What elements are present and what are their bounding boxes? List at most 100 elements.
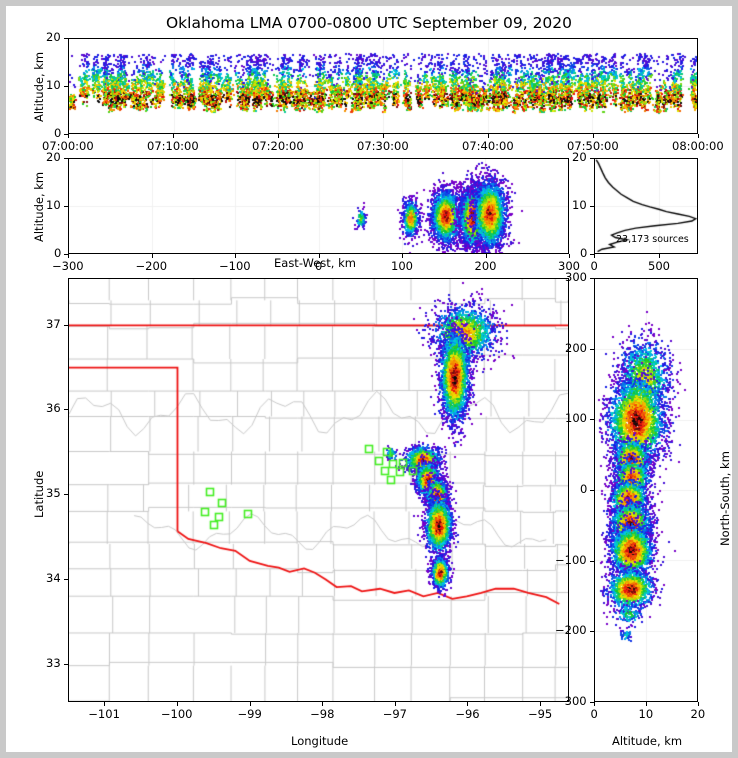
- axis-tick: [590, 158, 594, 159]
- ew-panel-ylabel: Altitude, km: [32, 171, 46, 242]
- axis-tick: [394, 702, 396, 706]
- axis-tick-label: 07:00:00: [42, 139, 94, 153]
- axis-tick-label: 20: [46, 30, 61, 44]
- axis-tick: [318, 254, 320, 258]
- panel-altitude-vs-north-south: [594, 278, 698, 702]
- panel-east-west-vs-altitude: [68, 158, 569, 254]
- axis-tick: [485, 254, 487, 258]
- figure-canvas: Oklahoma LMA 0700-0800 UTC September 09,…: [6, 6, 732, 752]
- axis-tick: [593, 134, 594, 138]
- axis-tick: [698, 702, 699, 706]
- axis-tick: [64, 206, 68, 207]
- axis-tick-label: 0: [54, 246, 62, 260]
- map-ylabel: Latitude: [32, 470, 46, 518]
- axis-tick: [249, 702, 251, 706]
- axis-tick: [151, 254, 153, 258]
- axis-tick: [590, 631, 594, 633]
- time-panel-ylabel: Altitude, km: [32, 51, 46, 122]
- axis-tick-label: 20: [690, 707, 706, 721]
- axis-tick-label: 10: [46, 198, 61, 212]
- axis-tick-label: 300: [558, 259, 580, 273]
- panel-time-vs-altitude: [68, 38, 698, 134]
- axis-tick-label: −100: [219, 259, 251, 273]
- axis-tick-label: 33: [46, 655, 61, 670]
- source-count-annotation: 23,173 sources: [616, 234, 689, 245]
- axis-tick: [590, 206, 594, 207]
- axis-tick: [646, 702, 647, 706]
- axis-tick: [68, 134, 69, 138]
- axis-tick: [594, 254, 595, 258]
- axis-tick-label: 07:40:00: [462, 139, 514, 153]
- axis-tick-label: 07:50:00: [567, 139, 619, 153]
- axis-tick-label: 10: [638, 707, 654, 721]
- axis-tick-label: −200: [555, 623, 587, 638]
- axis-tick: [64, 663, 68, 665]
- axis-tick: [104, 702, 106, 706]
- ew-panel-xlabel: East-West, km: [274, 256, 356, 270]
- axis-tick-label: −101: [88, 707, 120, 721]
- axis-tick-label: −100: [160, 707, 193, 721]
- axis-tick: [176, 702, 178, 706]
- axis-tick: [488, 134, 489, 138]
- axis-tick-label: 200: [565, 340, 587, 355]
- axis-tick: [235, 254, 236, 258]
- axis-tick: [64, 134, 68, 135]
- axis-tick: [278, 134, 279, 138]
- axis-tick-label: 0: [580, 246, 588, 260]
- axis-tick: [594, 702, 595, 706]
- axis-tick: [64, 409, 68, 411]
- axis-tick-label: 300: [565, 270, 587, 284]
- axis-tick: [68, 254, 69, 258]
- axis-tick: [64, 494, 68, 496]
- axis-tick-label: −98: [310, 707, 335, 721]
- axis-tick: [383, 134, 384, 138]
- axis-tick-label: 07:30:00: [357, 139, 409, 153]
- axis-tick-label: −95: [527, 707, 553, 721]
- north-south-altitude-scatter: [595, 279, 697, 701]
- panel-altitude-histogram: [594, 158, 698, 254]
- altitude-histogram-curve: [595, 159, 697, 253]
- map-geography-and-sources: [69, 279, 568, 701]
- axis-tick: [64, 38, 68, 39]
- axis-tick-label: 07:10:00: [147, 139, 199, 153]
- axis-tick: [64, 254, 68, 255]
- axis-tick-label: 20: [572, 150, 587, 164]
- axis-tick: [322, 702, 324, 706]
- axis-tick: [590, 419, 594, 421]
- axis-tick-label: −300: [52, 259, 84, 273]
- figure-title: Oklahoma LMA 0700-0800 UTC September 09,…: [165, 14, 573, 32]
- axis-tick-label: −200: [135, 259, 168, 273]
- axis-tick-label: 37: [46, 316, 61, 331]
- axis-tick-label: 500: [648, 259, 670, 273]
- axis-tick-label: 0: [580, 482, 588, 496]
- axis-tick: [590, 702, 594, 703]
- axis-tick: [64, 579, 68, 581]
- axis-tick: [64, 86, 68, 87]
- axis-tick: [173, 134, 174, 138]
- axis-tick-label: 0: [54, 126, 62, 140]
- axis-tick-label: −97: [382, 707, 408, 721]
- axis-tick-label: 36: [46, 401, 61, 416]
- axis-tick: [590, 278, 594, 279]
- axis-tick: [590, 254, 594, 255]
- axis-tick: [402, 254, 403, 258]
- time-altitude-scatter: [69, 39, 697, 133]
- axis-tick: [590, 490, 594, 491]
- map-xlabel: Longitude: [291, 734, 349, 748]
- axis-tick-label: −100: [555, 552, 587, 567]
- panel-plan-view-map[interactable]: [68, 278, 569, 702]
- axis-tick: [467, 702, 469, 706]
- axis-tick: [590, 348, 594, 350]
- axis-tick: [590, 560, 594, 562]
- axis-tick-label: 10: [572, 198, 587, 212]
- axis-tick: [569, 254, 570, 258]
- axis-tick: [698, 134, 699, 138]
- axis-tick-label: −300: [555, 694, 587, 708]
- axis-tick-label: 0: [315, 259, 323, 273]
- axis-tick-label: 100: [391, 259, 413, 273]
- axis-tick: [659, 254, 660, 258]
- axis-tick: [64, 324, 68, 326]
- axis-tick-label: 35: [46, 486, 61, 501]
- axis-tick-label: 100: [565, 411, 587, 426]
